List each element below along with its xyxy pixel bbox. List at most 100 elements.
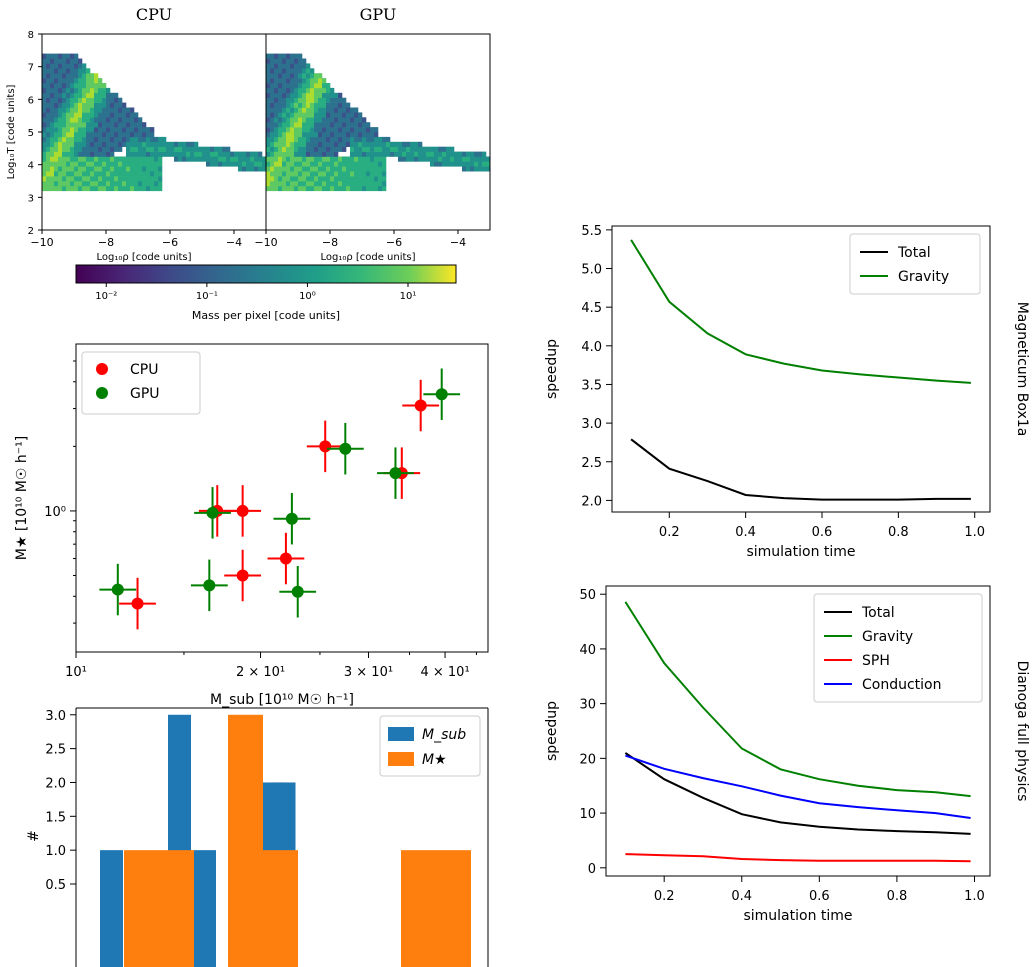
heatmap-cell xyxy=(66,127,71,133)
heatmap-cell xyxy=(50,185,55,192)
heatmap-cell xyxy=(310,83,315,89)
heatmap-cell xyxy=(126,146,131,152)
heatmap-cell xyxy=(290,122,295,128)
heatmap-cell xyxy=(274,73,279,79)
heatmap-cell xyxy=(102,107,107,113)
heatmap-cell xyxy=(206,146,211,152)
heatmap-cell xyxy=(66,78,71,84)
heatmap-cell xyxy=(450,161,455,167)
heatmap-cell xyxy=(274,181,279,187)
heatmap-cell xyxy=(278,97,283,103)
heatmap-cell xyxy=(274,146,279,152)
heatmap-cell xyxy=(106,132,111,138)
heatmap-cell xyxy=(382,181,387,187)
heatmap-cell xyxy=(82,83,87,89)
colorbar-tick-label: 10⁰ xyxy=(299,291,316,302)
heatmap-cell xyxy=(274,151,279,157)
heatmap-cell xyxy=(54,83,59,89)
heatmap-cell xyxy=(42,146,47,152)
heatmap-cell xyxy=(218,161,223,167)
heatmap-cell xyxy=(58,156,63,162)
legend-label: Conduction xyxy=(862,677,942,693)
heatmap-cell xyxy=(122,156,127,162)
heatmap-cell xyxy=(98,117,103,123)
legend-label: Total xyxy=(861,605,895,621)
heatmap-cell xyxy=(78,122,83,128)
heatmap-cell xyxy=(382,156,387,162)
heatmap-cell xyxy=(318,117,323,123)
heatmap-cell xyxy=(414,141,419,147)
heatmap-cell xyxy=(126,132,131,138)
heatmap-cell xyxy=(74,97,79,103)
heatmap-cell xyxy=(222,151,227,157)
y-tick-label: 20 xyxy=(579,752,596,767)
heatmap-cell xyxy=(318,87,323,94)
heatmap-cell xyxy=(318,181,323,187)
heatmap-cell xyxy=(98,176,103,182)
heatmap-cell xyxy=(346,117,351,123)
heatmap-cell xyxy=(74,107,79,113)
x-tick-label: 10¹ xyxy=(65,665,87,680)
heatmap-cell xyxy=(306,107,311,113)
x-tick-label: 0.6 xyxy=(812,525,833,540)
heatmap-cell xyxy=(66,156,71,162)
heatmap-cell xyxy=(290,181,295,187)
heatmap-cell xyxy=(342,141,347,147)
heatmap-cell xyxy=(94,156,99,162)
heatmap-cell xyxy=(70,181,75,187)
heatmap-cell xyxy=(310,176,315,182)
heatmap-cell xyxy=(282,176,287,182)
heatmap-cell xyxy=(42,92,47,98)
heatmap-cell xyxy=(54,127,59,133)
heatmap-cell xyxy=(90,171,95,177)
heatmap-cell xyxy=(450,156,455,162)
heatmap-cell xyxy=(310,122,315,128)
heatmap-cell xyxy=(310,73,315,79)
heatmap-cell xyxy=(102,102,107,108)
heatmap-cell xyxy=(278,185,283,192)
heatmap-cell xyxy=(146,166,151,172)
heatmap-cell xyxy=(334,156,339,162)
heatmap-cell xyxy=(366,181,371,187)
heatmap-cell xyxy=(86,161,91,167)
heatmap-cell xyxy=(478,151,483,157)
heatmap-cell xyxy=(102,141,107,147)
heatmap-cell xyxy=(354,151,359,157)
heatmap-cell xyxy=(134,127,139,133)
heatmap-cell xyxy=(358,122,363,128)
heatmap-cell xyxy=(94,87,99,94)
heatmap-cell xyxy=(106,151,111,157)
heatmap-cell xyxy=(278,176,283,182)
heatmap-cell xyxy=(270,117,275,123)
heatmap-cell xyxy=(42,78,47,84)
heatmap-cell xyxy=(382,171,387,177)
heatmap-cell xyxy=(278,117,283,123)
heatmap-cell xyxy=(250,161,255,167)
heatmap-cell xyxy=(58,73,63,79)
heatmap-cell xyxy=(318,73,323,79)
heatmap-cell xyxy=(370,136,375,143)
heatmap-cell xyxy=(382,176,387,182)
heatmap-cell xyxy=(286,92,291,98)
heatmap-cell xyxy=(102,97,107,103)
heatmap-cell xyxy=(278,83,283,89)
heatmap-cell xyxy=(358,185,363,192)
heatmap-cell xyxy=(66,92,71,98)
heatmap-cell xyxy=(302,127,307,133)
heatmap-cell xyxy=(78,146,83,152)
heatmap-cell xyxy=(138,132,143,138)
heatmap-cell xyxy=(46,171,51,177)
heatmap-cell xyxy=(354,107,359,113)
heatmap-cell xyxy=(270,122,275,128)
heatmap-cell xyxy=(98,151,103,157)
heatmap-cell xyxy=(170,151,175,157)
heatmap-cell xyxy=(298,146,303,152)
heatmap-cell xyxy=(106,181,111,187)
histogram-bar xyxy=(100,850,123,967)
heatmap-cell xyxy=(478,161,483,167)
x-axis-label: simulation time xyxy=(743,908,852,924)
heatmap-cell xyxy=(446,151,451,157)
heatmap-cell xyxy=(90,97,95,103)
heatmap-cell xyxy=(302,63,307,69)
heatmap-cell xyxy=(314,107,319,113)
